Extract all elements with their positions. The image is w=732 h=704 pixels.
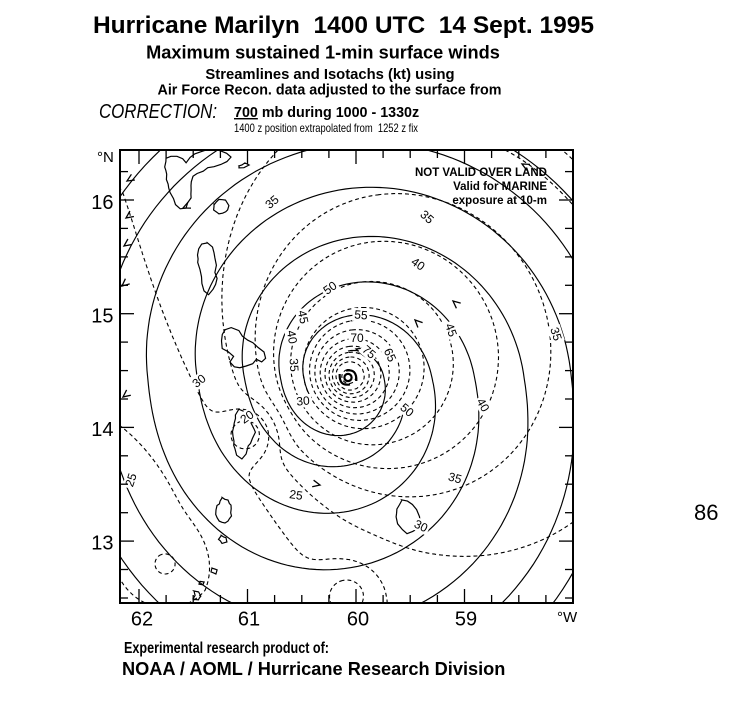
- svg-text:65: 65: [381, 346, 399, 364]
- svg-text:70: 70: [350, 331, 364, 345]
- svg-text:14: 14: [91, 419, 113, 441]
- svg-text:30: 30: [412, 517, 430, 535]
- svg-text:°W: °W: [557, 609, 578, 626]
- svg-text:Streamlines and Isotachs (kt): Streamlines and Isotachs (kt) using: [205, 67, 454, 83]
- svg-text:°N: °N: [97, 149, 114, 166]
- svg-text:62: 62: [131, 609, 153, 631]
- svg-text:45: 45: [295, 309, 312, 325]
- svg-text:60: 60: [347, 609, 369, 631]
- svg-text:exposure at 10-m: exposure at 10-m: [452, 195, 547, 207]
- svg-text:55: 55: [354, 307, 369, 322]
- svg-text:40: 40: [474, 396, 493, 415]
- svg-text:61: 61: [238, 609, 260, 631]
- svg-text:16: 16: [91, 192, 113, 214]
- svg-text:Hurricane Marilyn 1400 UTC 1: Hurricane Marilyn 1400 UTC 14 Sept. 1995: [93, 12, 594, 39]
- svg-text:40: 40: [284, 329, 300, 345]
- svg-text:NOAA / AOML / Hurricane Resear: NOAA / AOML / Hurricane Research Divisio…: [122, 659, 505, 679]
- svg-text:59: 59: [455, 609, 477, 631]
- svg-text:Valid for MARINE: Valid for MARINE: [453, 181, 547, 193]
- svg-text:45: 45: [442, 321, 460, 339]
- svg-text:15: 15: [91, 306, 113, 328]
- svg-text:35: 35: [447, 470, 464, 487]
- svg-text:35: 35: [287, 358, 302, 372]
- svg-text:35: 35: [547, 325, 565, 342]
- svg-text:25: 25: [288, 487, 303, 503]
- svg-text:30: 30: [296, 393, 311, 408]
- svg-text:1400 z position extrapolated f: 1400 z position extrapolated from 1252 z…: [234, 121, 418, 135]
- svg-text:700 mb during 1000 - 1330z: 700 mb during 1000 - 1330z: [234, 105, 419, 121]
- svg-text:Experimental research product: Experimental research product of:: [124, 640, 329, 657]
- svg-text:NOT VALID OVER LAND: NOT VALID OVER LAND: [415, 167, 547, 179]
- svg-text:CORRECTION:: CORRECTION:: [99, 100, 217, 123]
- svg-text:13: 13: [91, 533, 113, 555]
- svg-text:Maximum sustained 1-min surfac: Maximum sustained 1-min surface winds: [146, 43, 500, 63]
- svg-text:Air Force Recon. data adjusted: Air Force Recon. data adjusted to the su…: [158, 83, 502, 99]
- svg-text:86: 86: [694, 500, 718, 525]
